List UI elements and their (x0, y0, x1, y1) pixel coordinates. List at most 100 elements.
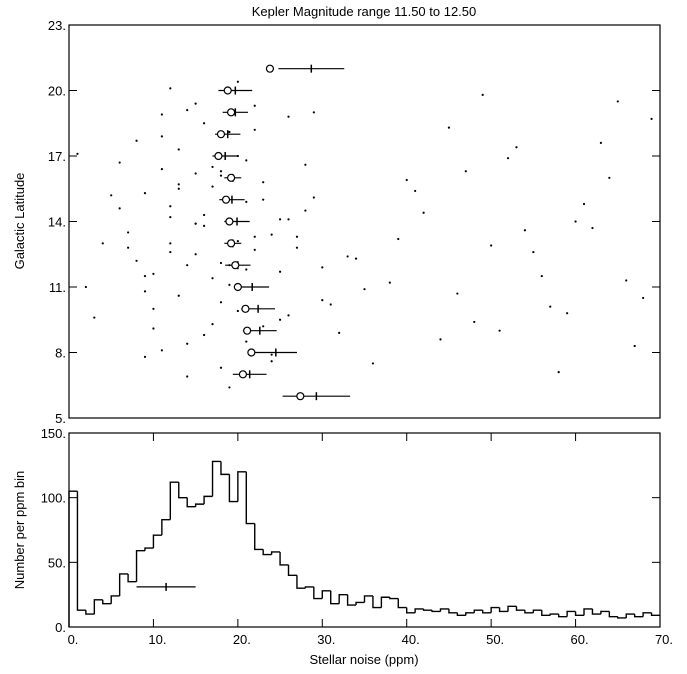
scatter-point (194, 222, 197, 225)
histogram-step (541, 610, 551, 617)
scatter-point (363, 288, 366, 291)
histogram-step (625, 613, 635, 618)
scatter-point (152, 327, 155, 330)
histogram-step (439, 608, 449, 612)
scatter-point (143, 192, 147, 195)
scatter-point (490, 244, 493, 247)
scatter-point (253, 235, 256, 238)
histogram-step (448, 608, 458, 614)
scatter-point (295, 246, 299, 249)
histogram-step (93, 599, 103, 615)
scatter-point (143, 290, 147, 293)
scatter-point (346, 255, 349, 258)
scatter-point (262, 181, 265, 184)
histogram-step (650, 612, 660, 617)
median-marker (296, 392, 305, 401)
scatter-point (262, 198, 265, 201)
scatter-point (135, 259, 138, 262)
scatter-point (160, 135, 163, 138)
scatter-point (127, 231, 130, 234)
scatter-point (236, 80, 239, 83)
histogram-step (85, 610, 95, 615)
scatter-point (152, 307, 155, 310)
scatter-point (202, 224, 206, 227)
scatter-point (245, 268, 248, 271)
histogram-step (524, 610, 534, 614)
scatter-point (219, 261, 223, 265)
y-tick-label: 50. (48, 555, 66, 570)
y-tick-label: 20. (48, 84, 66, 99)
scatter-point (245, 159, 248, 162)
scatter-point (169, 216, 172, 219)
histogram-step (549, 613, 559, 616)
scatter-point (135, 139, 138, 142)
histogram-step (431, 610, 441, 613)
y-tick-label: 8. (55, 346, 66, 361)
histogram-step (380, 596, 390, 608)
scatter-point (447, 126, 451, 129)
scatter-point (211, 277, 214, 280)
y-tick-label: 0. (55, 620, 66, 635)
scatter-point (76, 152, 79, 155)
median-marker (243, 326, 252, 335)
histogram-step (262, 549, 272, 556)
median-marker (227, 239, 236, 248)
median-marker (221, 195, 231, 204)
chart-title: Kepler Magnitude range 11.50 to 12.50 (252, 4, 477, 19)
scatter-point (405, 178, 408, 182)
median-marker (241, 304, 250, 313)
scatter-point (177, 294, 180, 297)
scatter-point (270, 353, 273, 356)
histogram-step (532, 609, 542, 613)
scatter-point (211, 185, 214, 188)
histogram-step (490, 606, 500, 613)
scatter-point (642, 296, 645, 300)
scatter-point (101, 242, 104, 245)
histogram-step (110, 595, 120, 604)
scatter-point (287, 115, 290, 118)
scatter-point (414, 189, 417, 193)
scatter-point (186, 264, 189, 267)
histogram-step (608, 611, 618, 618)
scatter-point (228, 130, 231, 134)
scatter-point (287, 218, 290, 221)
y-tick-label: 14. (48, 215, 66, 230)
median-marker (247, 348, 256, 357)
scatter-point (127, 246, 130, 249)
scatter-point (186, 109, 189, 112)
scatter-point (186, 342, 189, 345)
scatter-point (557, 371, 560, 374)
scatter-point (177, 187, 180, 190)
histogram-step (186, 497, 196, 508)
x-tick-label: 20. (233, 632, 251, 647)
y-tick-label: 17. (48, 149, 66, 164)
scatter-point (388, 281, 391, 284)
scatter-point (515, 146, 518, 149)
histogram-step (144, 547, 154, 551)
scatter-point (219, 366, 223, 369)
histogram-step (228, 474, 238, 503)
histogram-step (600, 610, 610, 615)
histogram-step (203, 495, 213, 505)
histogram-step (127, 573, 137, 583)
scatter-point (177, 183, 180, 186)
histogram-step (389, 597, 399, 600)
histogram-step (321, 590, 331, 599)
scatter-point (473, 320, 476, 324)
scatter-point (312, 196, 315, 199)
histogram-step (363, 595, 373, 603)
scatter-point (211, 323, 214, 326)
scatter-point (278, 318, 282, 321)
x-tick-label: 30. (317, 632, 335, 647)
median-marker (223, 86, 232, 95)
median-marker (265, 64, 275, 73)
histogram-step (194, 503, 205, 507)
scatter-point (253, 248, 256, 251)
histogram-step (473, 609, 483, 613)
scatter-point (194, 102, 197, 105)
histogram-step (152, 534, 162, 549)
scatter-point (608, 176, 611, 179)
histogram-step (102, 599, 112, 605)
scatter-point (329, 303, 332, 306)
